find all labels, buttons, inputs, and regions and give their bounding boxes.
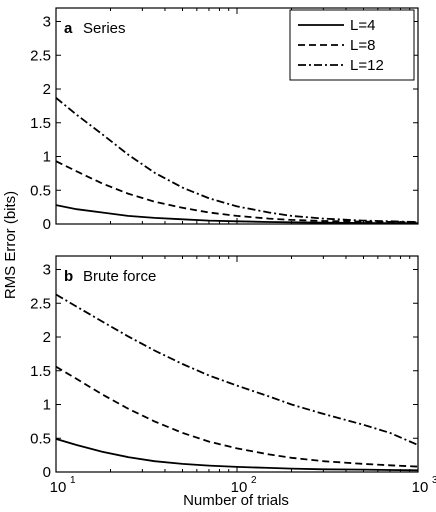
panel-title: Series — [83, 20, 126, 37]
y-tick-label: 0.5 — [30, 430, 51, 447]
y-tick-label: 1 — [43, 149, 51, 166]
x-tick-label-exponent: 1 — [70, 475, 76, 486]
y-tick-label: 2 — [43, 329, 51, 346]
y-tick-label: 1 — [43, 397, 51, 414]
y-tick-label: 2.5 — [30, 295, 51, 312]
y-axis-label: RMS Error (bits) — [2, 191, 19, 299]
panels: 00.511.522.53 a Series L=4L=8L=1200.511.522… — [30, 7, 436, 496]
x-tick-label-exponent: 3 — [432, 475, 436, 486]
x-tick-label-exponent: 2 — [251, 475, 257, 486]
y-tick-label: 0 — [43, 464, 51, 481]
panel-a: 0 0.5 1 1.5 2 2.5 3 a Series L=4 L=8 L=12 — [30, 7, 419, 233]
legend-label: L=12 — [350, 57, 384, 74]
y-tick-label: 0.5 — [30, 182, 51, 199]
plot-frame — [55, 255, 419, 473]
series-line-L4-panel-b — [56, 438, 418, 472]
y-tick-label: 2.5 — [30, 47, 51, 64]
panel-title: Brute force — [83, 268, 156, 285]
y-tick-label: 0 — [43, 216, 51, 233]
y-tick-label: 3 — [43, 14, 51, 31]
x-tick-label: 10 — [50, 479, 67, 496]
series-line-L8-panel-a — [56, 160, 418, 224]
panel-letter: b — [64, 268, 73, 285]
y-tick-label: 1.5 — [30, 115, 51, 132]
legend-label: L=8 — [350, 37, 375, 54]
y-tick-label: 1.5 — [30, 363, 51, 380]
series-line-L4-panel-a — [56, 204, 418, 224]
series-line-L12-panel-a — [56, 97, 418, 223]
legend-label: L=4 — [350, 17, 375, 34]
x-axis-label: Number of trials — [183, 492, 289, 509]
legend: L=4 L=8 L=12 — [289, 9, 415, 81]
series-line-L12-panel-b — [56, 293, 418, 446]
series-line-L8-panel-b — [56, 365, 418, 468]
y-tick-label: 2 — [43, 81, 51, 98]
plot-frame — [55, 7, 419, 225]
panel-letter: a — [64, 20, 73, 37]
y-tick-label: 3 — [43, 262, 51, 279]
x-tick-label: 10 — [412, 479, 429, 496]
x-tick-label: 10 — [231, 479, 248, 496]
